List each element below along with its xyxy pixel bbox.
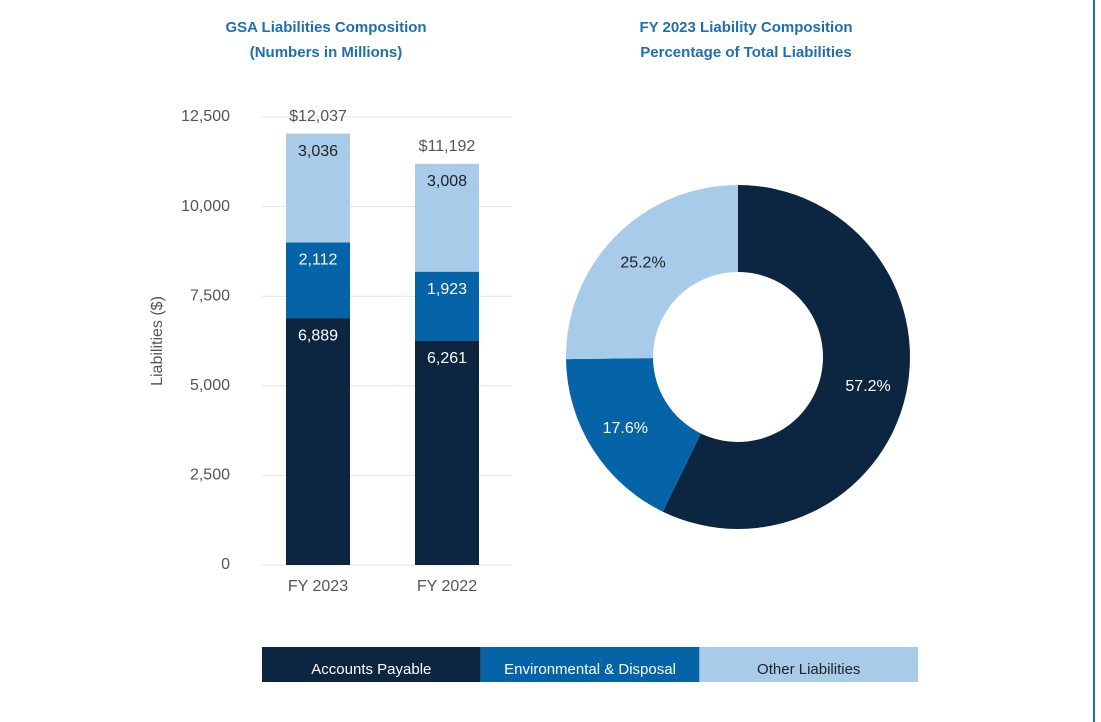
legend-label: Environmental & Disposal — [504, 661, 676, 678]
legend-swatch — [699, 647, 919, 682]
legend-label: Accounts Payable — [311, 661, 431, 678]
donut-slice — [566, 358, 701, 512]
donut-slice — [662, 185, 911, 530]
value-label: 25.2% — [620, 254, 665, 271]
legend-swatch — [262, 647, 481, 682]
value-label: 6,889 — [298, 327, 338, 344]
y-tick-label: 12,500 — [181, 108, 230, 125]
y-axis-label: Liabilities ($) — [149, 296, 166, 386]
value-label: 17.6% — [603, 420, 648, 437]
legend-label: Other Liabilities — [757, 661, 860, 678]
value-label: 3,036 — [298, 143, 338, 160]
legend-swatch — [480, 647, 700, 682]
chart-title: GSA Liabilities Composition — [225, 19, 426, 36]
chart-subtitle: (Numbers in Millions) — [250, 44, 403, 61]
donut-slice — [566, 185, 738, 360]
value-label: 1,923 — [427, 281, 467, 298]
total-label: $12,037 — [289, 108, 347, 125]
x-tick-label: FY 2022 — [417, 578, 477, 595]
bar — [286, 133, 350, 243]
chart-title: FY 2023 Liability Composition — [639, 19, 852, 36]
y-tick-label: 2,500 — [190, 467, 230, 484]
chart-subtitle: Percentage of Total Liabilities — [640, 44, 851, 61]
y-tick-label: 5,000 — [190, 377, 230, 394]
bar — [286, 318, 350, 565]
y-tick-label: 10,000 — [181, 198, 230, 215]
total-label: $11,192 — [419, 138, 476, 155]
value-label: 6,261 — [427, 350, 467, 367]
bar — [286, 242, 350, 319]
value-label: 57.2% — [845, 378, 890, 395]
y-tick-label: 0 — [221, 556, 230, 573]
bar — [415, 163, 479, 272]
value-label: 2,112 — [299, 252, 338, 269]
bar — [415, 271, 479, 341]
value-label: 3,008 — [427, 173, 467, 190]
x-tick-label: FY 2023 — [288, 578, 348, 595]
y-tick-label: 7,500 — [190, 287, 230, 304]
bar — [415, 340, 479, 565]
